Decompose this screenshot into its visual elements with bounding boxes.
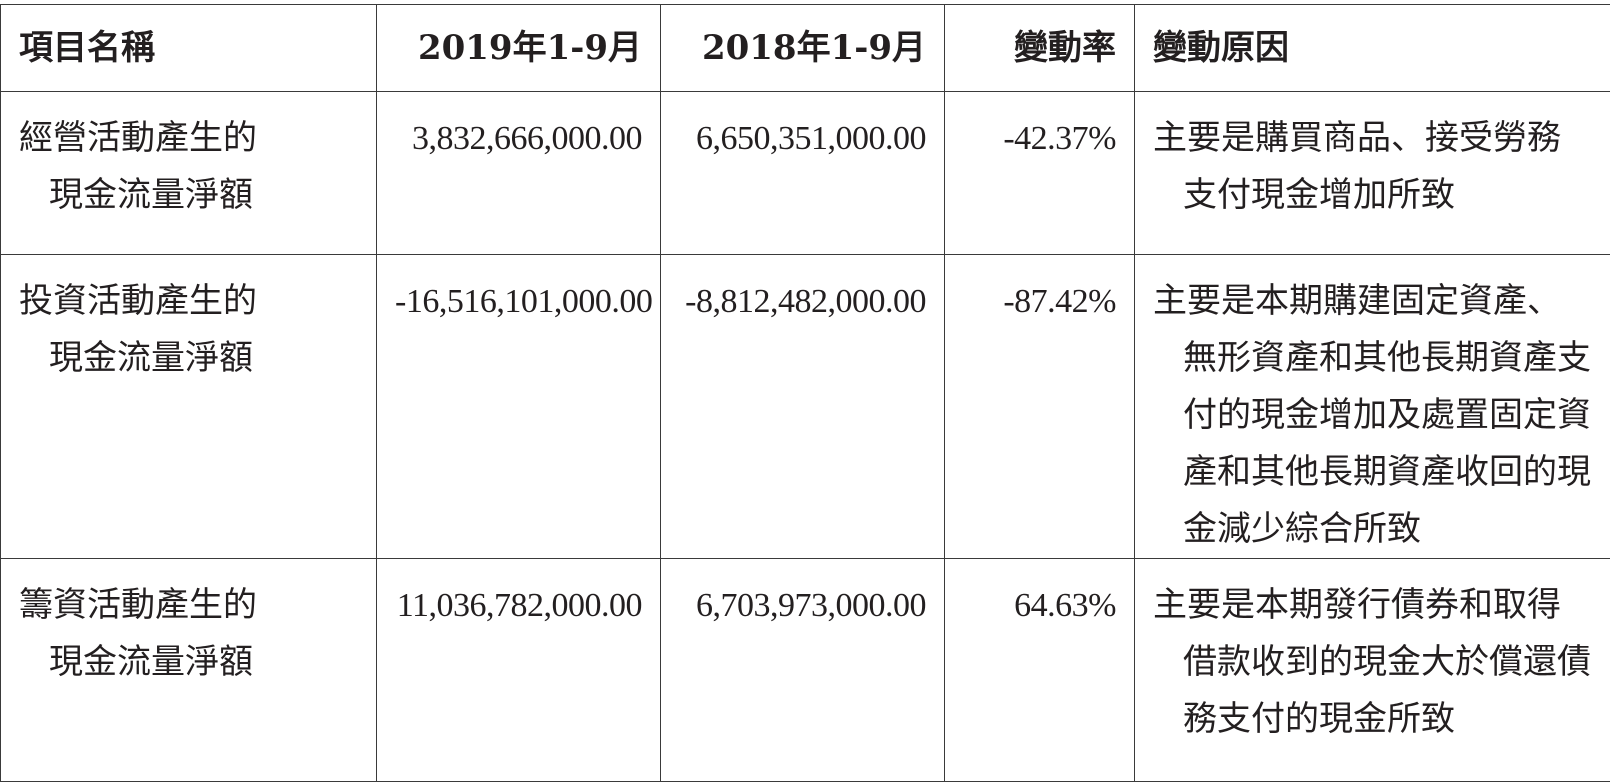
reason-cell: 主要是本期購建固定資產、無形資產和其他長期資產支付的現金增加及處置固定資產和其他… <box>1135 255 1610 559</box>
item-cell: 投資活動產生的 現金流量淨額 <box>1 255 377 559</box>
value-2019: 3,832,666,000.00 <box>377 92 661 255</box>
header-2019: 2019年1-9月 <box>377 5 661 92</box>
item-line2: 現金流量淨額 <box>19 167 358 224</box>
header-reason: 變動原因 <box>1135 5 1610 92</box>
change-rate: 64.63% <box>945 559 1135 782</box>
item-line1: 經營活動產生的 <box>19 118 257 158</box>
item-line2: 現金流量淨額 <box>19 634 358 691</box>
reason-text: 主要是本期購建固定資產、無形資產和其他長期資產支付的現金增加及處置固定資產和其他… <box>1153 273 1592 558</box>
reason-cell: 主要是本期發行債券和取得借款收到的現金大於償還債務支付的現金所致 <box>1135 559 1610 782</box>
header-item: 項目名稱 <box>1 5 377 92</box>
value-2018: -8,812,482,000.00 <box>661 255 945 559</box>
value-2018: 6,703,973,000.00 <box>661 559 945 782</box>
table-row: 經營活動產生的 現金流量淨額 3,832,666,000.00 6,650,35… <box>1 92 1610 255</box>
item-cell: 籌資活動產生的 現金流量淨額 <box>1 559 377 782</box>
value-2019: 11,036,782,000.00 <box>377 559 661 782</box>
change-rate: -42.37% <box>945 92 1135 255</box>
item-cell: 經營活動產生的 現金流量淨額 <box>1 92 377 255</box>
header-2018: 2018年1-9月 <box>661 5 945 92</box>
change-rate: -87.42% <box>945 255 1135 559</box>
table-row: 投資活動產生的 現金流量淨額 -16,516,101,000.00 -8,812… <box>1 255 1610 559</box>
header-rate: 變動率 <box>945 5 1135 92</box>
reason-text: 主要是本期發行債券和取得借款收到的現金大於償還債務支付的現金所致 <box>1153 577 1592 748</box>
item-line2: 現金流量淨額 <box>19 330 358 387</box>
reason-text: 主要是購買商品、接受勞務支付現金增加所致 <box>1153 110 1592 224</box>
item-line1: 投資活動產生的 <box>19 281 257 321</box>
table-row: 籌資活動產生的 現金流量淨額 11,036,782,000.00 6,703,9… <box>1 559 1610 782</box>
reason-cell: 主要是購買商品、接受勞務支付現金增加所致 <box>1135 92 1610 255</box>
value-2019: -16,516,101,000.00 <box>377 255 661 559</box>
value-2018: 6,650,351,000.00 <box>661 92 945 255</box>
cash-flow-table: 項目名稱 2019年1-9月 2018年1-9月 變動率 變動原因 經營活動產生… <box>0 4 1610 782</box>
header-row: 項目名稱 2019年1-9月 2018年1-9月 變動率 變動原因 <box>1 5 1610 92</box>
item-line1: 籌資活動產生的 <box>19 585 257 625</box>
